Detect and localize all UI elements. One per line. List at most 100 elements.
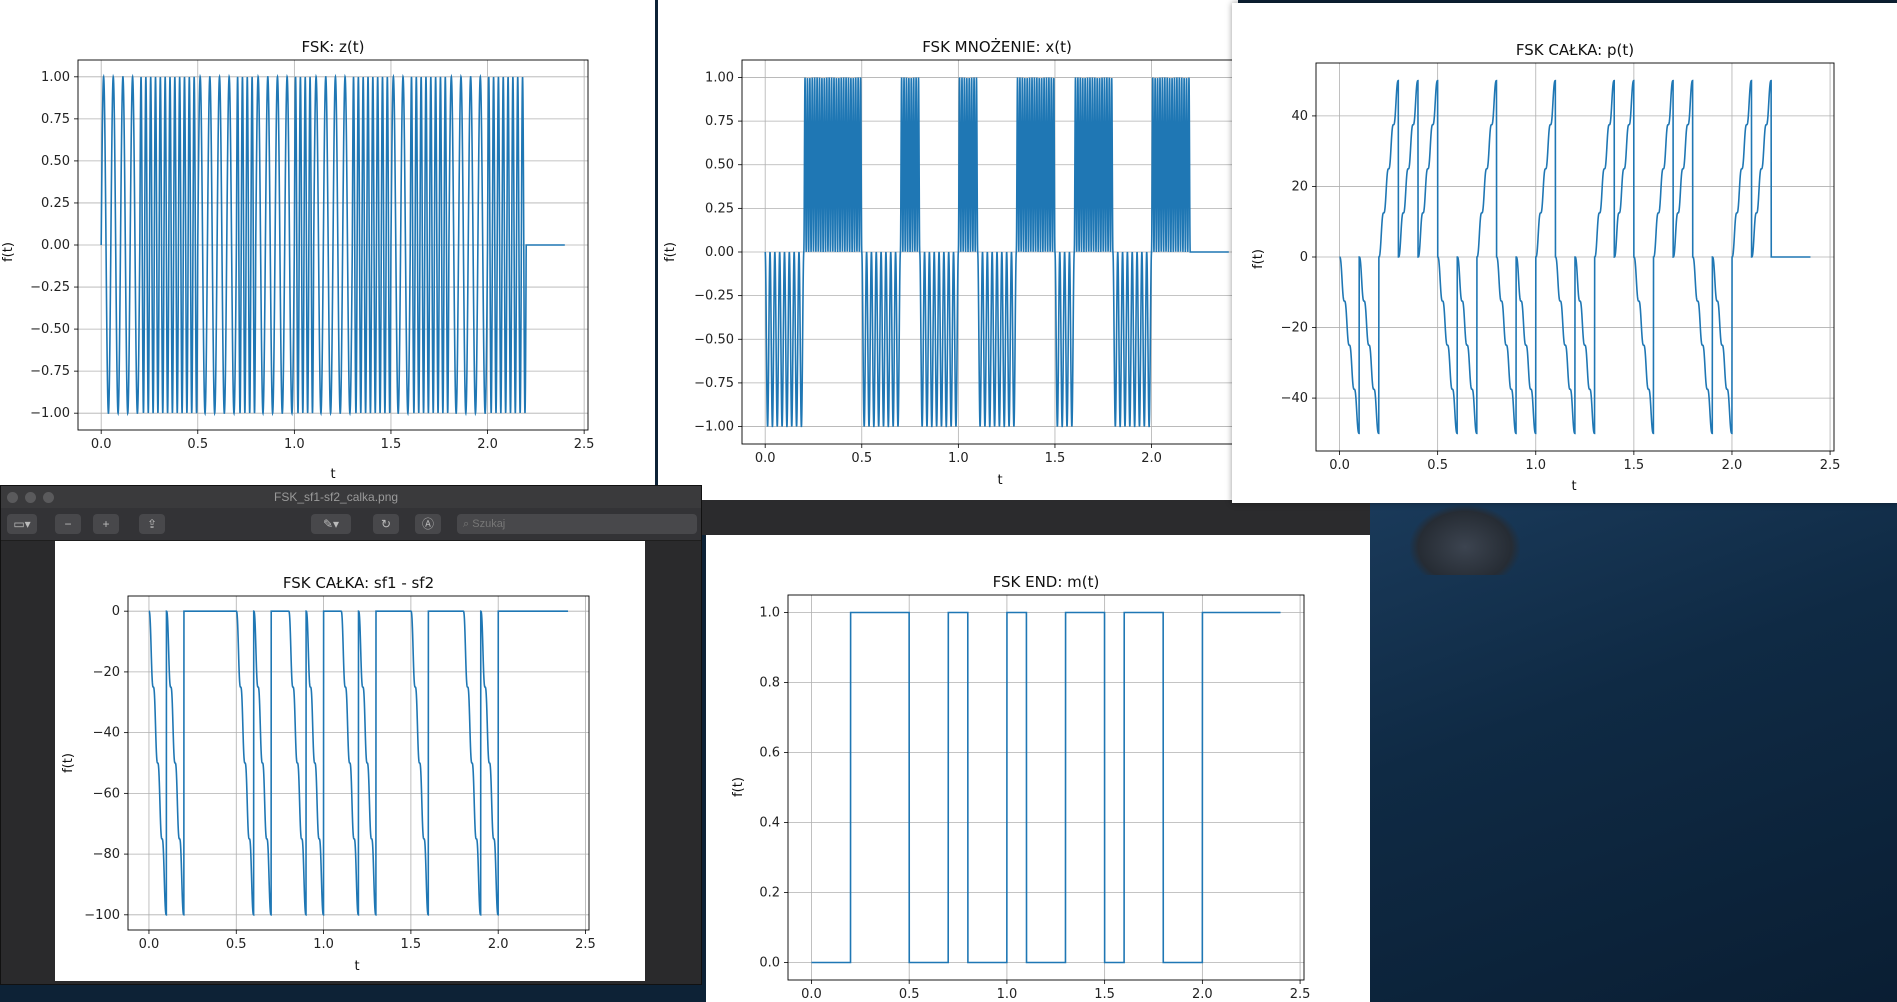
x-tick-label: 2.5 <box>1820 458 1841 473</box>
x-tick-label: 0.0 <box>1329 458 1350 473</box>
chart-z: 0.0 0.5 1.0 1.5 2.0 2.5 −1.00 −0.75 −0.50 −0.25 0.… <box>1 38 595 482</box>
rotate-icon[interactable]: ↻ <box>373 514 399 534</box>
x-tick-label: 2.5 <box>1290 987 1311 1002</box>
x-tick-label: 2.0 <box>477 437 498 452</box>
y-tick-label: −60 <box>93 786 120 801</box>
x-tick-label: 0.5 <box>851 451 872 466</box>
x-axis-label: t <box>997 473 1002 488</box>
x-tick-label: 0.0 <box>801 987 822 1002</box>
figure-window-p[interactable]: 0.0 0.5 1.0 1.5 2.0 2.5 −40 −20 0 20 40 FSK CAŁKA: … <box>1232 3 1897 503</box>
plot-frame <box>1315 62 1835 452</box>
y-tick-label: −0.75 <box>30 364 70 379</box>
x-tick-label: 1.5 <box>1624 458 1645 473</box>
y-tick-label: 1.00 <box>41 70 70 85</box>
series-line <box>811 611 1281 964</box>
chart-title: FSK CAŁKA: p(t) <box>1516 41 1634 59</box>
annotate-icon[interactable]: Ⓐ <box>415 514 441 534</box>
document-title: FSK_sf1-sf2_calka.png <box>274 490 399 504</box>
zoom-in-icon[interactable]: + <box>93 514 119 534</box>
x-tick-label: 1.0 <box>284 437 305 452</box>
x-tick-label: 0.0 <box>755 451 776 466</box>
x-tick-label: 0.5 <box>187 437 208 452</box>
y-tick-label: 0.75 <box>705 114 734 129</box>
plot-frame <box>741 59 1238 445</box>
x-tick-label: 0.5 <box>1427 458 1448 473</box>
y-tick-label: −20 <box>93 665 120 680</box>
x-tick-label: 0.5 <box>226 937 247 952</box>
figure-window-x[interactable]: 0.0 0.5 1.0 1.5 2.0 −1.00 −0.75 −0.50 −0.25 0.00 0… <box>658 0 1238 500</box>
y-tick-label: 0.8 <box>759 676 780 691</box>
y-tick-label: −40 <box>93 726 120 741</box>
chart-title: FSK END: m(t) <box>993 573 1100 591</box>
preview-titlebar[interactable]: FSK_sf1-sf2_calka.png <box>1 486 701 508</box>
y-tick-label: 0.00 <box>705 245 734 260</box>
x-tick-label: 1.0 <box>1525 458 1546 473</box>
y-tick-label: −1.00 <box>30 406 70 421</box>
y-tick-label: 0.2 <box>759 886 780 901</box>
y-axis-label: f(t) <box>61 753 76 773</box>
y-tick-label: −100 <box>84 908 120 923</box>
y-tick-label: 20 <box>1291 179 1308 194</box>
wallpaper-rock <box>1410 505 1520 575</box>
chart-title: FSK CAŁKA: sf1 - sf2 <box>283 574 434 592</box>
plot-frame <box>787 594 1305 981</box>
y-tick-label: −40 <box>1281 391 1308 406</box>
markup-pen-icon[interactable]: ✎▾ <box>311 514 351 534</box>
x-tick-label: 1.5 <box>1094 987 1115 1002</box>
y-axis-label: f(t) <box>663 242 678 262</box>
y-tick-label: 1.0 <box>759 606 780 621</box>
figure-window-m[interactable]: 0.0 0.5 1.0 1.5 2.0 2.5 0.0 0.2 0.4 0.6 0.8 1.0 FSK … <box>706 535 1370 1002</box>
x-tick-label: 2.0 <box>1141 451 1162 466</box>
y-tick-label: 0.4 <box>759 816 780 831</box>
zoom-out-icon[interactable]: − <box>55 514 81 534</box>
series-line <box>148 610 569 917</box>
x-tick-label: 1.5 <box>1045 451 1066 466</box>
y-axis-label: f(t) <box>1251 249 1266 269</box>
y-tick-label: −0.75 <box>694 376 734 391</box>
y-tick-label: 0 <box>112 604 120 619</box>
x-tick-label: 1.5 <box>401 937 422 952</box>
y-tick-label: −0.25 <box>30 280 70 295</box>
search-input[interactable]: ⌕ Szukaj <box>457 514 697 534</box>
y-tick-label: 1.00 <box>705 70 734 85</box>
series-line <box>764 77 1229 428</box>
y-tick-label: 40 <box>1291 109 1308 124</box>
x-tick-label: 1.0 <box>997 987 1018 1002</box>
series-line <box>100 73 565 417</box>
zoom-button[interactable] <box>43 492 54 503</box>
chart-sf1-sf2: 0.0 0.5 1.0 1.5 2.0 2.5 −100 −80 −60 −40 −20 0 FSK C… <box>61 574 596 974</box>
y-tick-label: 0.75 <box>41 112 70 127</box>
x-tick-label: 1.5 <box>381 437 402 452</box>
y-tick-label: 0.0 <box>759 956 780 971</box>
minimize-button[interactable] <box>25 492 36 503</box>
x-tick-label: 1.0 <box>313 937 334 952</box>
search-icon: ⌕ <box>463 518 470 530</box>
y-axis-label: f(t) <box>731 777 746 797</box>
plot-frame <box>127 595 590 931</box>
x-tick-label: 2.0 <box>1192 987 1213 1002</box>
y-tick-label: −0.25 <box>694 289 734 304</box>
x-tick-label: 0.0 <box>91 437 112 452</box>
y-tick-label: 0.25 <box>41 196 70 211</box>
chart-m: 0.0 0.5 1.0 1.5 2.0 2.5 0.0 0.2 0.4 0.6 0.8 1.0 FSK … <box>731 573 1311 1002</box>
share-icon[interactable]: ⇪ <box>139 514 165 534</box>
sidebar-toggle-button[interactable]: ▭▾ <box>7 514 37 534</box>
y-tick-label: 0.6 <box>759 746 780 761</box>
preview-window[interactable]: FSK_sf1-sf2_calka.png ▭▾ − + ⇪ ✎▾ ↻ Ⓐ ⌕ … <box>0 485 702 985</box>
y-tick-label: −20 <box>1281 321 1308 336</box>
close-button[interactable] <box>7 492 18 503</box>
y-tick-label: −1.00 <box>694 420 734 435</box>
y-tick-label: 0.25 <box>705 201 734 216</box>
preview-image-area: 0.0 0.5 1.0 1.5 2.0 2.5 −100 −80 −60 −40 −20 0 FSK C… <box>55 541 645 981</box>
x-tick-label: 1.0 <box>948 451 969 466</box>
chart-p: 0.0 0.5 1.0 1.5 2.0 2.5 −40 −20 0 20 40 FSK CAŁKA: … <box>1251 41 1841 494</box>
x-tick-label: 2.0 <box>488 937 509 952</box>
figure-window-z[interactable]: 0.0 0.5 1.0 1.5 2.0 2.5 −1.00 −0.75 −0.50 −0.25 0.… <box>0 0 655 485</box>
desktop-wallpaper <box>1370 500 1897 1002</box>
chart-x: 0.0 0.5 1.0 1.5 2.0 −1.00 −0.75 −0.50 −0.25 0.00 0… <box>663 37 1238 488</box>
x-tick-label: 2.5 <box>574 437 595 452</box>
y-tick-label: 0 <box>1300 250 1308 265</box>
y-tick-label: 0.00 <box>41 238 70 253</box>
y-tick-label: −0.50 <box>30 322 70 337</box>
plot-frame <box>77 59 589 431</box>
